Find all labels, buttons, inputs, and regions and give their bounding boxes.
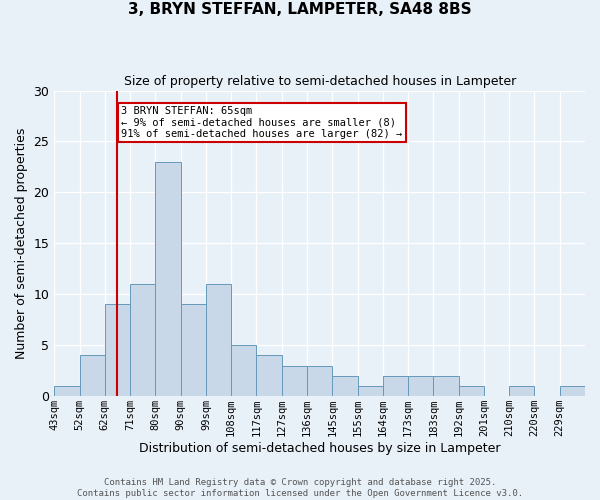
- Title: Size of property relative to semi-detached houses in Lampeter: Size of property relative to semi-detach…: [124, 75, 516, 88]
- Bar: [408, 376, 433, 396]
- Bar: [307, 366, 332, 396]
- Bar: [231, 345, 256, 396]
- Bar: [358, 386, 383, 396]
- Bar: [181, 304, 206, 396]
- Bar: [54, 386, 80, 396]
- Bar: [130, 284, 155, 396]
- Bar: [458, 386, 484, 396]
- Text: 3, BRYN STEFFAN, LAMPETER, SA48 8BS: 3, BRYN STEFFAN, LAMPETER, SA48 8BS: [128, 2, 472, 18]
- Bar: [383, 376, 408, 396]
- Bar: [509, 386, 535, 396]
- Bar: [105, 304, 130, 396]
- Bar: [256, 356, 282, 396]
- Bar: [206, 284, 231, 396]
- Y-axis label: Number of semi-detached properties: Number of semi-detached properties: [15, 128, 28, 359]
- Bar: [282, 366, 307, 396]
- Text: 3 BRYN STEFFAN: 65sqm
← 9% of semi-detached houses are smaller (8)
91% of semi-d: 3 BRYN STEFFAN: 65sqm ← 9% of semi-detac…: [121, 106, 403, 139]
- Bar: [155, 162, 181, 396]
- Bar: [332, 376, 358, 396]
- X-axis label: Distribution of semi-detached houses by size in Lampeter: Distribution of semi-detached houses by …: [139, 442, 500, 455]
- Bar: [433, 376, 458, 396]
- Bar: [80, 356, 105, 396]
- Text: Contains HM Land Registry data © Crown copyright and database right 2025.
Contai: Contains HM Land Registry data © Crown c…: [77, 478, 523, 498]
- Bar: [560, 386, 585, 396]
